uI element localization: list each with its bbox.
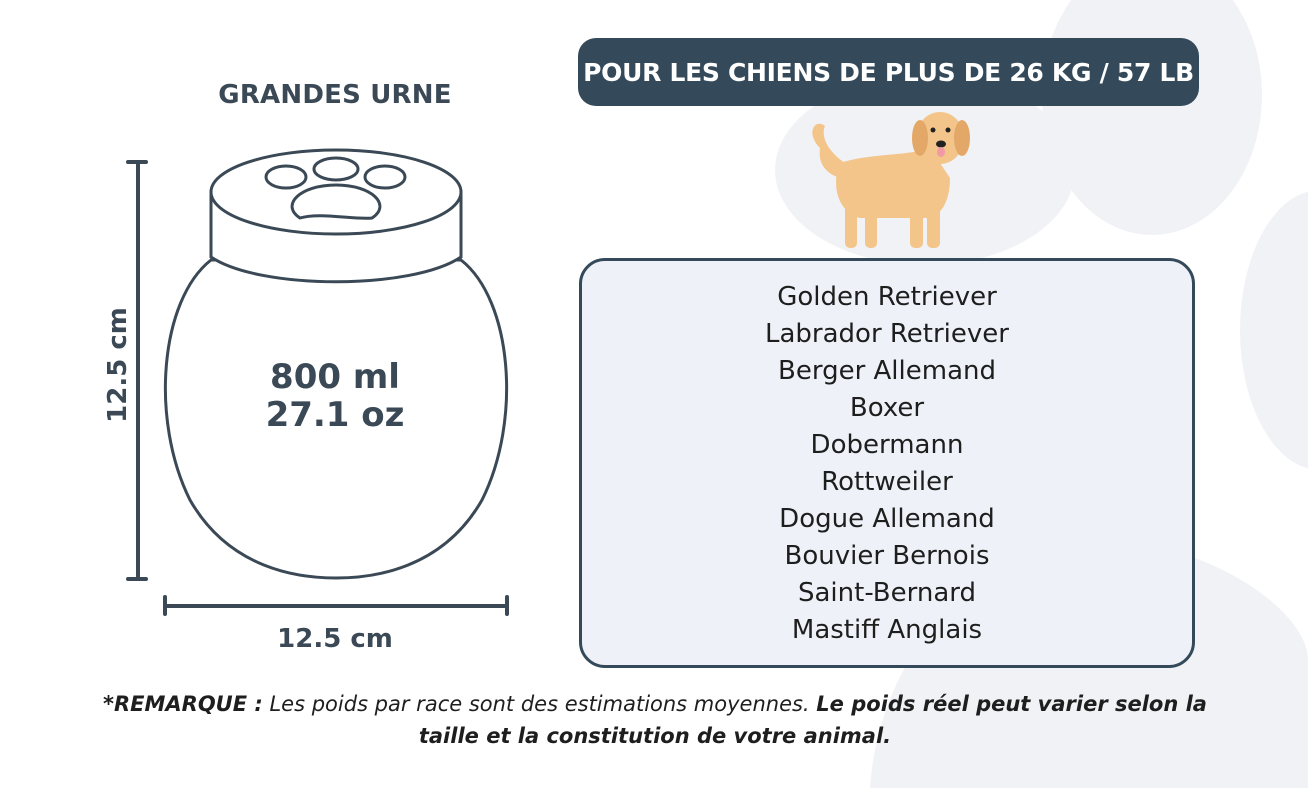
golden-retriever-icon (812, 112, 970, 248)
breed-item: Labrador Retriever (765, 319, 1009, 349)
capacity-oz: 27.1 oz (265, 395, 405, 435)
note-label: *REMARQUE : (103, 692, 263, 716)
breed-item: Saint-Bernard (797, 578, 976, 608)
urn-title: GRANDES URNE (218, 80, 452, 110)
urn-capacity: 800 ml 27.1 oz (230, 358, 440, 434)
breed-item: Dogue Allemand (779, 504, 995, 534)
breed-item: Boxer (849, 393, 925, 423)
width-label: 12.5 cm (277, 624, 393, 654)
breed-item: Mastiff Anglais (791, 615, 983, 645)
note-text: Les poids par race sont des estimations … (269, 692, 810, 716)
breed-list: Golden Retriever Labrador Retriever Berg… (582, 261, 1192, 649)
capacity-ml: 800 ml (270, 357, 400, 397)
urn-illustration (126, 148, 509, 616)
dimension-lines (126, 160, 509, 616)
breed-item: Golden Retriever (777, 282, 997, 312)
height-label: 12.5 cm (103, 307, 133, 423)
breed-list-panel: Golden Retriever Labrador Retriever Berg… (579, 258, 1195, 668)
breed-item: Dobermann (810, 430, 964, 460)
breed-item: Bouvier Bernois (784, 541, 990, 571)
breed-item: Rottweiler (821, 467, 953, 497)
note-emphasis: Le poids réel peut varier selon la taill… (418, 692, 1207, 748)
note: *REMARQUE : Les poids par race sont des … (100, 688, 1210, 752)
weight-banner: POUR LES CHIENS DE PLUS DE 26 KG / 57 LB (578, 38, 1199, 106)
breed-item: Berger Allemand (778, 356, 996, 386)
